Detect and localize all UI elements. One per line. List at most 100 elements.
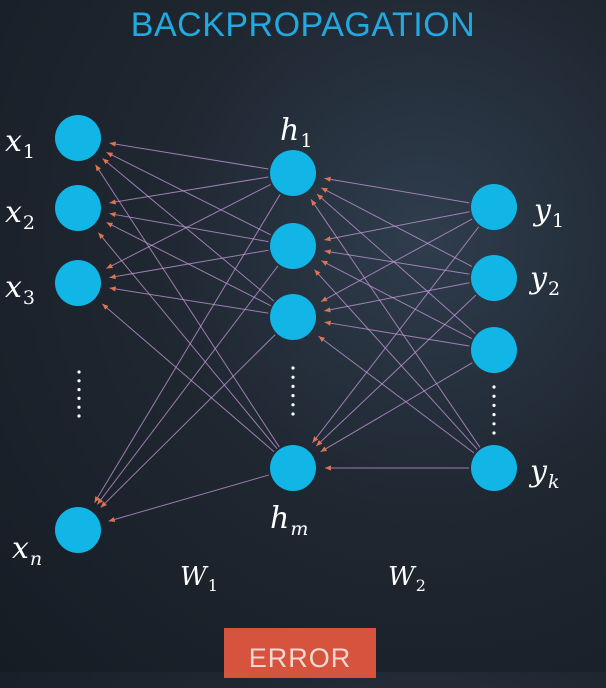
neural-network-diagram: x1 x2 x3 xn h1 hm y1 y2 yk W1 W2 (5, 113, 564, 595)
edge-h1-to-x3 (106, 183, 271, 269)
label-y2: y2 (528, 261, 560, 300)
edge-y1-to-h3 (320, 218, 473, 303)
arrow-head (95, 164, 101, 172)
edge-y1-to-h1 (324, 177, 470, 204)
edge-y3-to-h2 (321, 260, 473, 339)
ellipsis-dots (77, 366, 496, 435)
label-x2: x2 (5, 195, 35, 234)
edge-y1-to-hm (312, 226, 480, 443)
edge-hm-to-x2 (98, 232, 278, 450)
arrow-head (317, 194, 324, 201)
edge-h3-to-x1 (102, 158, 275, 302)
output-ellipsis-dot (492, 394, 496, 398)
hidden-ellipsis-dot (291, 375, 295, 379)
arrow-head (109, 212, 116, 218)
node-xn (55, 507, 101, 553)
edge-h1-to-x2 (109, 176, 269, 204)
input-ellipsis-dot (77, 414, 81, 418)
arrow-head (320, 446, 328, 452)
node-x3 (55, 260, 101, 306)
arrow-head (321, 296, 328, 302)
arrow-head (106, 152, 114, 158)
diagram-title: BACKPROPAGATION (130, 6, 476, 44)
arrow-head (318, 336, 325, 342)
input-ellipsis-dot (77, 388, 81, 392)
edge-h2-to-x2 (109, 213, 269, 243)
arrow-head (108, 516, 116, 522)
node-h2 (270, 223, 316, 269)
arrow-head (324, 307, 331, 313)
arrow-head (98, 232, 105, 239)
arrow-head (321, 260, 328, 266)
output-ellipsis-dot (492, 413, 496, 417)
arrow-head (316, 440, 323, 447)
arrow-head (100, 501, 107, 508)
weight-label-W2: W2 (388, 562, 426, 595)
edge-yk-to-h3 (318, 335, 475, 454)
arrow-head (109, 286, 116, 292)
label-yk: yk (528, 454, 559, 493)
edge-h2-to-x1 (106, 151, 271, 236)
node-hm (270, 445, 316, 491)
edge-y3-to-h3 (324, 321, 470, 347)
arrow-head (106, 222, 114, 228)
edge-h1-to-xn (94, 194, 281, 503)
label-x3: x3 (5, 270, 35, 309)
arrow-head (314, 269, 321, 276)
edge-y3-to-hm (320, 362, 473, 453)
arrow-head (109, 273, 116, 280)
input-ellipsis-dot (77, 405, 81, 409)
node-labels: x1 x2 x3 xn h1 hm y1 y2 yk W1 W2 (5, 113, 564, 595)
node-yk (471, 445, 517, 491)
output-ellipsis-dot (492, 431, 496, 435)
edge-y3-to-h1 (316, 193, 476, 334)
edge-y2-to-h2 (324, 250, 470, 275)
error-button[interactable]: ERROR (224, 628, 376, 678)
arrow-head (324, 249, 331, 255)
label-h1: h1 (280, 113, 312, 152)
label-hm: hm (270, 501, 308, 540)
node-x2 (55, 185, 101, 231)
gradient-arrows (94, 141, 331, 522)
output-ellipsis-dot (492, 422, 496, 426)
edge-h1-to-x1 (109, 142, 269, 170)
arrow-head (94, 496, 100, 503)
arrow-head (321, 187, 328, 193)
arrow-head (97, 498, 104, 505)
node-y2 (471, 255, 517, 301)
edge-yk-to-h2 (314, 269, 478, 450)
hidden-ellipsis-dot (291, 394, 295, 398)
output-ellipsis-dot (492, 403, 496, 407)
edge-yk-to-h1 (310, 199, 481, 448)
arrow-head (109, 199, 116, 205)
edge-h3-to-x3 (109, 287, 269, 314)
arrow-head (102, 158, 109, 165)
node-y3 (471, 327, 517, 373)
arrow-head (324, 320, 331, 326)
label-x1: x1 (5, 124, 35, 163)
arrow-head (311, 199, 317, 206)
node-x1 (55, 115, 101, 161)
hidden-ellipsis-dot (291, 366, 295, 370)
arrow-head (325, 465, 331, 471)
hidden-ellipsis-dot (291, 384, 295, 388)
arrow-head (102, 303, 109, 310)
edge-hm-to-xn (108, 474, 270, 522)
network-nodes (55, 115, 517, 553)
label-xn: xn (12, 531, 42, 570)
input-ellipsis-dot (77, 396, 81, 400)
arrow-head (324, 176, 331, 182)
edge-y2-to-h3 (324, 282, 470, 312)
arrow-head (109, 141, 116, 147)
arrow-head (324, 236, 331, 242)
node-h1 (270, 150, 316, 196)
output-ellipsis-dot (492, 385, 496, 389)
hidden-ellipsis-dot (291, 412, 295, 416)
edge-hm-to-x1 (95, 164, 280, 448)
weight-label-W1: W1 (180, 562, 218, 595)
weight-connections (94, 142, 481, 522)
label-y1: y1 (532, 193, 564, 232)
hidden-ellipsis-dot (291, 403, 295, 407)
node-h3 (270, 294, 316, 340)
input-ellipsis-dot (77, 379, 81, 383)
